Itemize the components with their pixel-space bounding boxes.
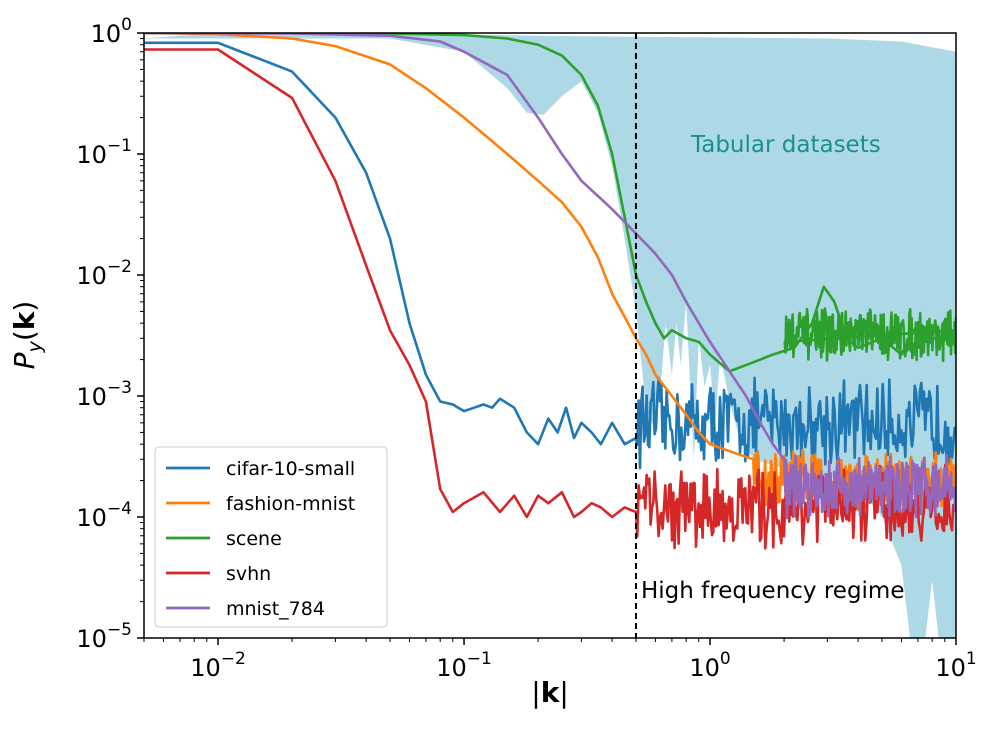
- series-line-cifar-10-small: [144, 41, 956, 470]
- y-axis-ticks: 100 10−1 10−2 10−3 10−4 10−5: [76, 15, 144, 653]
- shaded-region-label: Tabular datasets: [690, 132, 881, 158]
- x-tick-label: 10−2: [190, 649, 246, 682]
- legend-label: cifar-10-small: [226, 458, 355, 480]
- high-frequency-regime-label: High frequency regime: [641, 578, 905, 604]
- legend: cifar-10-small fashion-mnist scene svhn mnis…: [154, 446, 388, 628]
- x-tick-label: 100: [689, 649, 730, 682]
- y-tick-label: 10−4: [76, 499, 132, 532]
- y-tick-label: 10−1: [76, 136, 132, 169]
- plot-frame: [143, 32, 957, 639]
- x-tick-label: 10−1: [436, 649, 492, 682]
- legend-label: svhn: [226, 563, 271, 585]
- shaded-region-tabular: [144, 33, 956, 638]
- y-tick-label: 100: [91, 15, 132, 48]
- y-tick-label: 10−2: [76, 257, 132, 290]
- series-line-scene: [144, 33, 956, 373]
- y-axis-label: Py(k): [8, 301, 46, 370]
- legend-frame: [154, 446, 388, 628]
- plot-area: [144, 33, 956, 638]
- legend-label: fashion-mnist: [226, 493, 355, 515]
- series-layer: [144, 33, 956, 550]
- x-tick-label: 101: [935, 649, 976, 682]
- y-tick-label: 10−5: [76, 620, 132, 653]
- y-tick-label: 10−3: [76, 378, 132, 411]
- legend-label: mnist_784: [226, 598, 325, 620]
- x-axis-label: |k|: [531, 676, 569, 709]
- legend-label: scene: [226, 528, 282, 550]
- x-axis-ticks: 10−2 10−1 100 101: [143, 638, 977, 682]
- series-line-mnist-784: [144, 33, 956, 520]
